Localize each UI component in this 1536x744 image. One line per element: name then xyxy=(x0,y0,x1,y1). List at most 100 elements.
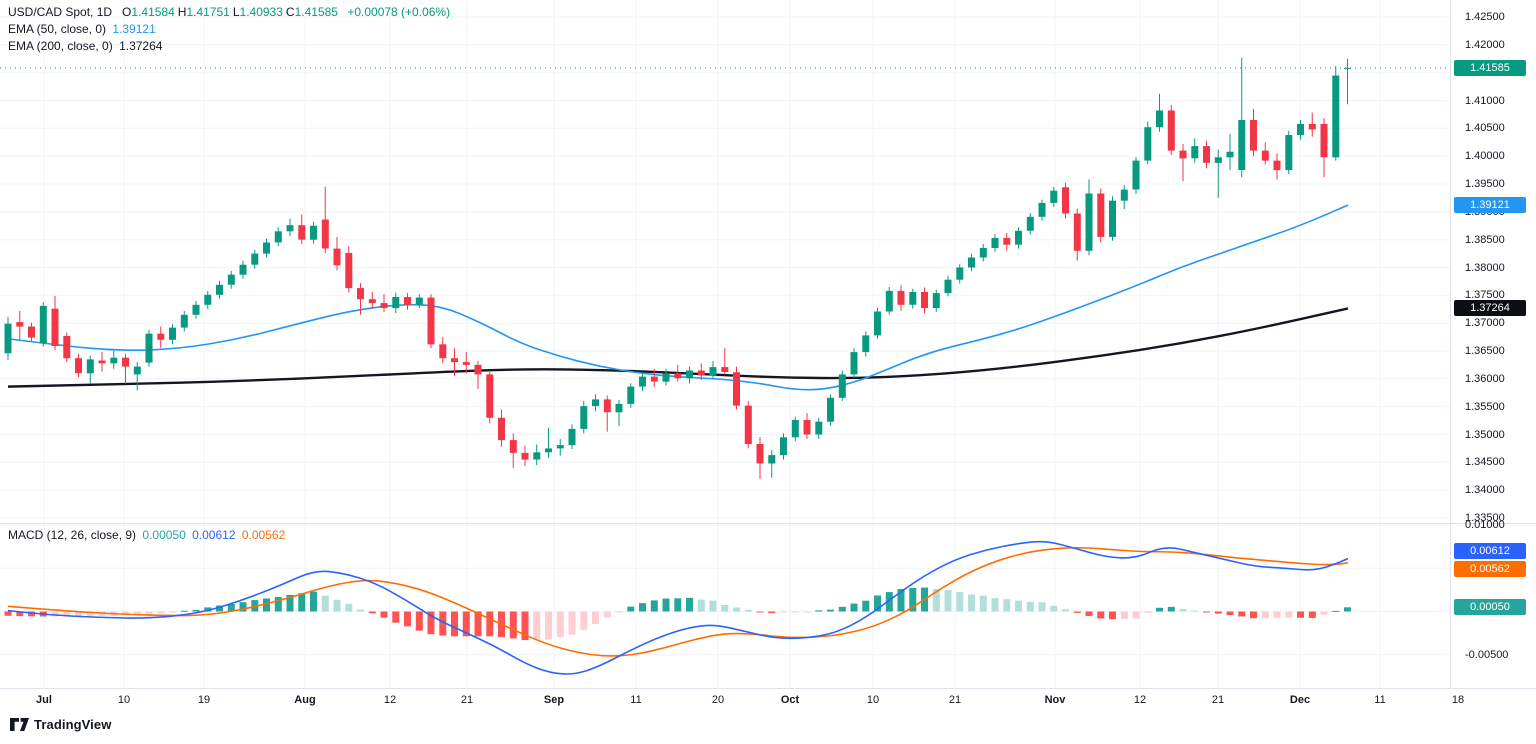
ohlc-value: 1.41751 xyxy=(186,5,230,19)
candle xyxy=(909,288,917,309)
time-axis-label: 20 xyxy=(711,694,725,706)
time-axis-label: Oct xyxy=(780,694,800,706)
ohlc-prefix: L xyxy=(232,5,240,19)
candle xyxy=(157,326,165,349)
candle xyxy=(357,283,364,315)
candle xyxy=(592,394,599,412)
pane-separator[interactable] xyxy=(0,523,1536,524)
ema50-legend-row[interactable]: EMA (50, close, 0) 1.39121 xyxy=(8,21,159,38)
price-axis-label: 1.34500 xyxy=(1465,456,1505,468)
price-axis-label: 1.38000 xyxy=(1465,262,1505,274)
price-axis-label: 1.41000 xyxy=(1465,95,1505,107)
macd-signal-badge: 0.00562 xyxy=(1454,561,1526,577)
candle xyxy=(556,439,564,456)
candle xyxy=(122,353,129,384)
ema50-price-badge: 1.39121 xyxy=(1454,197,1526,213)
candle xyxy=(1344,58,1351,105)
candle xyxy=(533,444,541,466)
candle xyxy=(1038,199,1046,221)
candle xyxy=(650,368,658,388)
time-axis-label: 21 xyxy=(948,694,962,706)
time-axis-label: Jul xyxy=(36,694,52,706)
candle xyxy=(439,337,447,364)
price-axis-label: 1.40500 xyxy=(1465,122,1505,134)
candle xyxy=(979,244,987,262)
candle xyxy=(1261,142,1269,165)
ohlc-values: O1.41584 H1.41751 L1.40933 C1.41585 xyxy=(122,5,341,19)
ema200-label[interactable]: EMA (200, close, 0) xyxy=(8,39,113,53)
candle xyxy=(874,307,881,339)
candle xyxy=(580,401,588,434)
ema50-value: 1.39121 xyxy=(112,22,156,36)
macd-line-value: 0.00612 xyxy=(192,528,236,542)
candle xyxy=(568,424,576,449)
candle xyxy=(1250,108,1257,157)
ohlc-prefix: C xyxy=(285,5,295,19)
time-axis-label: Dec xyxy=(1289,694,1311,706)
candle xyxy=(1203,140,1210,169)
macd-label[interactable]: MACD (12, 26, close, 9) xyxy=(8,528,137,542)
macd-legend-row[interactable]: MACD (12, 26, close, 9) 0.00050 0.00612 … xyxy=(8,527,288,544)
candle xyxy=(239,260,247,279)
candle xyxy=(791,416,799,442)
time-axis-label: 10 xyxy=(117,694,131,706)
candle xyxy=(1214,149,1222,198)
candle xyxy=(63,332,71,363)
macd-signal-value: 0.00562 xyxy=(241,528,286,542)
candle xyxy=(885,287,893,315)
candle xyxy=(603,395,611,432)
candle xyxy=(427,294,435,349)
price-axis-label: 1.33500 xyxy=(1465,512,1505,524)
ema50-label[interactable]: EMA (50, close, 0) xyxy=(8,22,107,36)
candle xyxy=(921,287,928,314)
tradingview-logo[interactable]: TradingView xyxy=(10,717,111,732)
price-axis-label: 1.36500 xyxy=(1465,345,1505,357)
candle xyxy=(1085,179,1093,256)
candle xyxy=(227,270,235,289)
price-pane-canvas[interactable] xyxy=(0,0,1450,523)
candle xyxy=(462,352,470,374)
candle xyxy=(1050,186,1058,207)
candle xyxy=(1320,118,1328,178)
time-axis[interactable]: Jul 10 19 Aug 12 21 Sep 11 20 Oct 10 21 Nov 12 21 Dec 11… xyxy=(0,688,1536,713)
macd-axis-label: 0.01000 xyxy=(1465,519,1505,531)
candle xyxy=(98,352,106,372)
candle xyxy=(1285,131,1293,174)
ema200-line xyxy=(7,307,1349,388)
candle xyxy=(733,366,740,410)
symbol-legend-row[interactable]: USD/CAD Spot, 1D O1.41584 H1.41751 L1.40933… xyxy=(8,4,453,21)
candle xyxy=(521,445,529,467)
candle xyxy=(780,433,787,460)
candle xyxy=(1109,196,1116,241)
macd-pane-canvas[interactable] xyxy=(0,524,1450,688)
candle xyxy=(1332,66,1340,161)
candle xyxy=(110,351,118,369)
candle xyxy=(850,348,858,378)
candle xyxy=(180,310,188,332)
candle xyxy=(368,292,376,309)
macd-axis-label: -0.00500 xyxy=(1465,649,1509,661)
time-axis-label: 10 xyxy=(866,694,880,706)
ema200-legend-row[interactable]: EMA (200, close, 0) 1.37264 xyxy=(8,38,165,55)
price-axis-label: 1.34000 xyxy=(1465,484,1505,496)
candle xyxy=(862,331,870,357)
candle xyxy=(662,368,670,386)
ohlc-value: 1.41585 xyxy=(294,5,338,19)
change-percent: +0.00078 (+0.06%) xyxy=(347,5,451,19)
candle xyxy=(39,302,47,347)
ohlc-value: 1.41584 xyxy=(131,5,175,19)
symbol-title[interactable]: USD/CAD Spot, 1D xyxy=(8,5,113,19)
candle xyxy=(380,294,388,312)
price-axis[interactable]: 1.425001.420001.415001.410001.405001.400… xyxy=(1450,0,1536,688)
candle xyxy=(192,300,200,319)
candle xyxy=(1308,112,1316,137)
ema200-value: 1.37264 xyxy=(119,39,163,53)
candle xyxy=(345,246,353,293)
candle xyxy=(1156,93,1163,132)
candle xyxy=(86,355,94,384)
candle xyxy=(1297,120,1304,140)
ohlc-prefix: H xyxy=(177,5,187,19)
candle xyxy=(298,214,306,245)
tradingview-logo-text: TradingView xyxy=(34,717,112,732)
candle xyxy=(803,413,811,439)
